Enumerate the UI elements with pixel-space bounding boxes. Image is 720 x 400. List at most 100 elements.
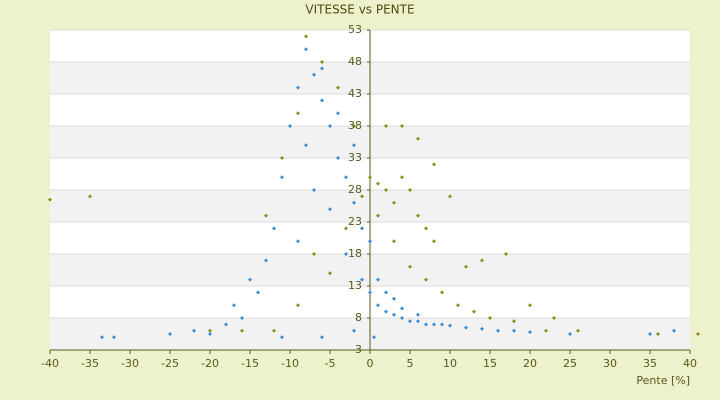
y-tick-label: 28	[348, 183, 362, 196]
point	[424, 226, 428, 231]
point	[232, 303, 236, 308]
point	[552, 316, 556, 320]
point	[432, 162, 436, 167]
point	[304, 143, 308, 148]
point	[320, 98, 324, 103]
point	[384, 188, 388, 192]
point	[392, 296, 396, 301]
point	[400, 124, 404, 128]
point	[240, 328, 244, 333]
point	[424, 277, 428, 282]
x-tick-label: 15	[483, 357, 497, 370]
x-tick-label: -10	[281, 357, 299, 370]
point	[368, 175, 372, 180]
point	[512, 319, 516, 324]
point	[480, 326, 484, 331]
point	[320, 66, 324, 71]
point	[432, 322, 436, 327]
point	[544, 328, 548, 333]
point	[328, 271, 332, 276]
point	[496, 328, 500, 333]
point	[192, 328, 196, 333]
point	[360, 277, 364, 282]
point	[376, 303, 380, 308]
point	[248, 277, 252, 282]
point	[368, 290, 372, 295]
point	[312, 188, 316, 192]
point	[304, 34, 308, 39]
point	[464, 325, 468, 330]
y-tick-label: 3	[355, 343, 362, 356]
point	[296, 111, 300, 116]
y-tick-label: 48	[348, 55, 362, 68]
point	[472, 309, 476, 314]
y-tick-label: 23	[348, 215, 362, 228]
point	[112, 335, 116, 340]
point	[48, 197, 52, 202]
x-tick-label: -5	[325, 357, 336, 370]
point	[392, 312, 396, 317]
y-tick-label: 38	[348, 119, 362, 132]
point	[280, 175, 284, 180]
point	[504, 252, 508, 256]
point	[376, 277, 380, 282]
point	[424, 322, 428, 327]
point	[448, 194, 452, 199]
x-tick-label: 30	[603, 357, 617, 370]
x-axis-label: Pente [%]	[636, 374, 690, 387]
x-tick-label: 10	[443, 357, 457, 370]
point	[352, 124, 356, 128]
point	[304, 47, 308, 52]
point	[696, 332, 700, 336]
y-tick-label: 13	[348, 279, 362, 292]
point	[208, 328, 212, 333]
point	[320, 335, 324, 340]
point	[672, 328, 676, 333]
point	[272, 226, 276, 231]
point	[448, 323, 452, 328]
point	[416, 312, 420, 317]
point	[416, 136, 420, 141]
point	[384, 290, 388, 295]
x-tick-label: -35	[81, 357, 99, 370]
point	[392, 200, 396, 205]
point	[416, 319, 420, 324]
point	[408, 188, 412, 192]
point	[416, 213, 420, 218]
point	[344, 226, 348, 231]
point	[408, 264, 412, 269]
x-tick-label: 0	[367, 357, 374, 370]
point	[576, 328, 580, 333]
x-tick-label: -20	[201, 357, 219, 370]
y-tick-label: 8	[355, 311, 362, 324]
point	[336, 85, 340, 90]
point	[328, 124, 332, 128]
point	[568, 332, 572, 336]
point	[208, 332, 212, 336]
point	[264, 258, 268, 263]
point	[528, 330, 532, 335]
point	[320, 60, 324, 64]
point	[360, 226, 364, 231]
point	[352, 200, 356, 205]
point	[376, 181, 380, 186]
point	[432, 239, 436, 244]
point	[392, 239, 396, 244]
x-tick-label: 40	[683, 357, 697, 370]
x-tick-label: -30	[121, 357, 139, 370]
point	[480, 258, 484, 263]
x-tick-label: 35	[643, 357, 657, 370]
point	[336, 111, 340, 116]
x-tick-label: -15	[241, 357, 259, 370]
point	[168, 332, 172, 336]
y-tick-label: 53	[348, 23, 362, 36]
point	[400, 316, 404, 320]
point	[656, 332, 660, 336]
point	[488, 316, 492, 320]
point	[512, 328, 516, 333]
point	[336, 156, 340, 160]
x-tick-label: -40	[41, 357, 59, 370]
point	[328, 207, 332, 212]
y-tick-label: 18	[348, 247, 362, 260]
